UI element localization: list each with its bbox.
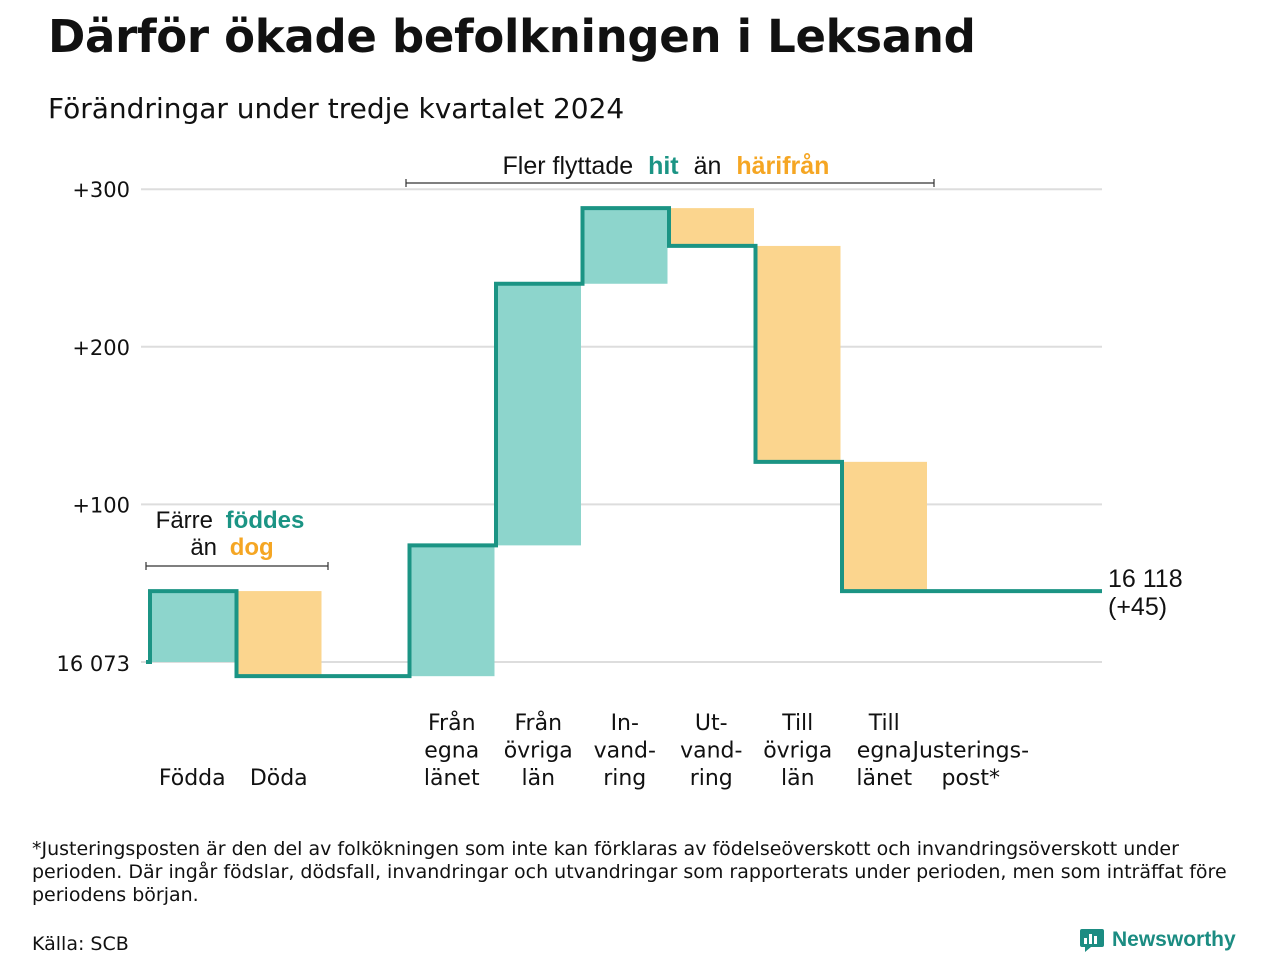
x-category-label: egna — [424, 739, 479, 764]
x-category-label: länet — [856, 766, 912, 791]
x-category-label: Döda — [250, 766, 308, 791]
moves-word-2: hit — [648, 152, 679, 180]
step-line — [146, 206, 1102, 679]
svg-text:Färre föddes: Färre föddes — [156, 507, 305, 534]
births-word-2: föddes — [226, 507, 305, 534]
svg-text:än dog: än dog — [190, 534, 273, 561]
waterfall-bar — [582, 208, 668, 284]
waterfall-bar — [409, 545, 495, 677]
svg-text:Fler flyttade hit: Fler flyttade hit än härifrån — [503, 152, 830, 180]
waterfall-bar — [236, 591, 322, 677]
waterfall-bar — [496, 283, 581, 546]
chart-subtitle: Förändringar under tredje kvartalet 2024 — [48, 92, 625, 125]
x-category-label: ring — [690, 766, 733, 791]
end-value-label: 16 118 — [1108, 565, 1183, 593]
x-category-label: län — [521, 766, 555, 791]
x-category-label: Från — [428, 710, 476, 736]
source-label: Källa: SCB — [32, 933, 129, 955]
x-category-label: Ut- — [695, 711, 728, 736]
footnote: *Justeringsposten är den del av folkökni… — [32, 838, 1227, 906]
cumulative-step-line — [146, 206, 1102, 679]
x-category-label: ring — [603, 766, 646, 791]
moves-word-1: Fler flyttade — [503, 152, 634, 180]
base-value-label: 16 073 — [57, 652, 130, 676]
y-tick-label: +100 — [72, 493, 130, 517]
births-word-1: Färre — [156, 507, 213, 534]
moves-bracket — [405, 179, 935, 187]
waterfall-bar — [755, 245, 841, 462]
waterfall-bar — [150, 591, 235, 662]
x-category-label: länet — [424, 766, 480, 791]
end-change-label: (+45) — [1108, 593, 1167, 621]
x-category-label: Till — [781, 711, 813, 736]
births-word-3: än — [190, 534, 217, 561]
bar-chart-icon — [1080, 929, 1104, 952]
births-bracket — [145, 562, 329, 570]
x-category-label: Från — [514, 710, 562, 736]
waterfall-bar — [842, 461, 927, 592]
moves-word-4: härifrån — [736, 152, 829, 180]
births-word-4: dog — [230, 534, 274, 561]
brand-logo: Newsworthy — [1079, 927, 1236, 953]
x-category-label: post* — [941, 766, 1000, 791]
x-category-label: Födda — [159, 766, 226, 791]
y-tick-label: +300 — [72, 178, 130, 202]
brand-name: Newsworthy — [1112, 928, 1236, 951]
x-category-label: Justerings- — [910, 739, 1029, 764]
moves-annotation: Fler flyttade hit än härifrån — [405, 152, 935, 187]
x-category-label: län — [781, 766, 815, 791]
x-category-label: egna — [857, 739, 912, 764]
waterfall-bar — [669, 208, 754, 246]
x-category-label: Till — [868, 711, 900, 736]
births-annotation: Färre föddes än dog — [145, 507, 329, 570]
x-category-label: In- — [611, 711, 639, 736]
x-category-label: övriga — [504, 739, 573, 764]
moves-word-3: än — [694, 152, 722, 180]
bars — [150, 208, 927, 677]
y-axis-ticks: +300 +200 +100 — [72, 178, 130, 517]
x-axis-labels: Födda DödaFrånegnalänetFrånövrigalänIn-va… — [159, 710, 1029, 791]
x-category-label: övriga — [763, 739, 832, 764]
y-tick-label: +200 — [72, 336, 130, 360]
chart-title: Därför ökade befolkningen i Leksand — [48, 10, 976, 63]
x-category-label: vand- — [680, 739, 742, 764]
x-category-label: vand- — [594, 739, 656, 764]
